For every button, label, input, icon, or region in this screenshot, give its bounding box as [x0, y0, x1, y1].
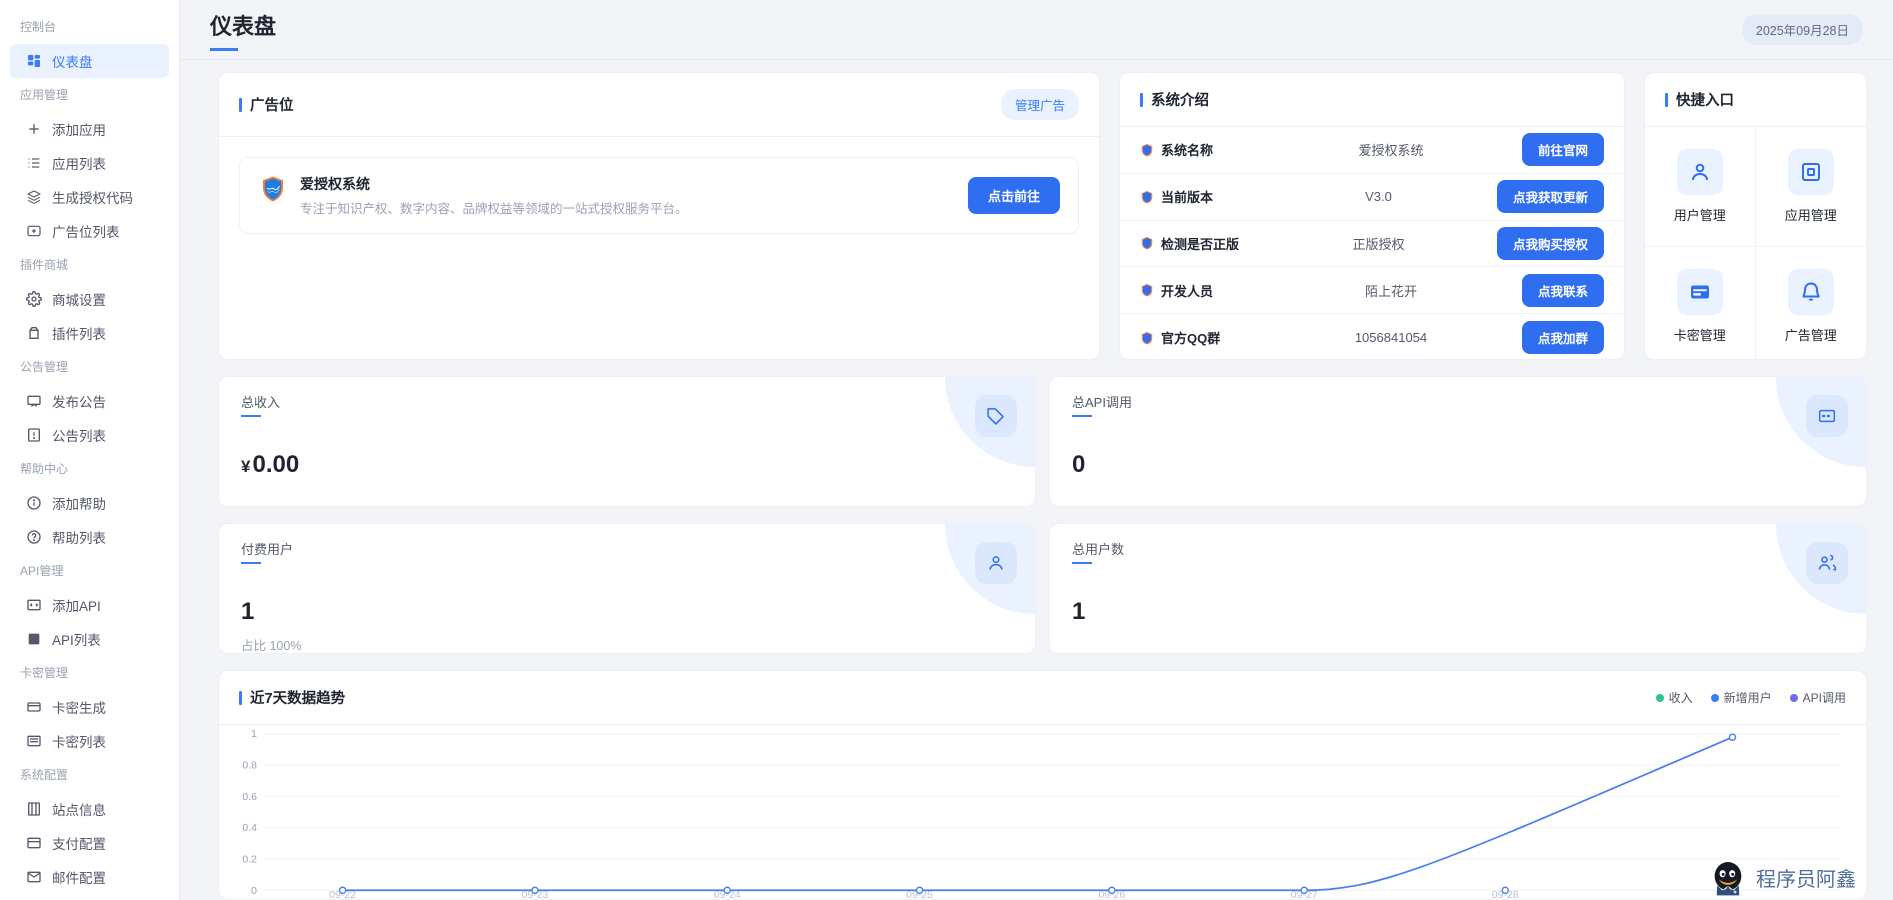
svg-text:0.2: 0.2 — [242, 854, 257, 865]
svg-text:09-26: 09-26 — [1098, 890, 1125, 899]
svg-text:0.6: 0.6 — [242, 792, 257, 803]
svg-text:09-24: 09-24 — [714, 890, 741, 899]
svg-text:09-28: 09-28 — [1492, 890, 1519, 899]
svg-text:0.8: 0.8 — [242, 761, 257, 772]
svg-text:0.4: 0.4 — [242, 823, 257, 834]
svg-text:1: 1 — [251, 729, 257, 740]
svg-text:09-25: 09-25 — [906, 890, 933, 899]
svg-text:09-22: 09-22 — [329, 890, 356, 899]
svg-text:0: 0 — [251, 886, 257, 897]
svg-text:09-27: 09-27 — [1291, 890, 1318, 899]
svg-text:09-23: 09-23 — [522, 890, 549, 899]
